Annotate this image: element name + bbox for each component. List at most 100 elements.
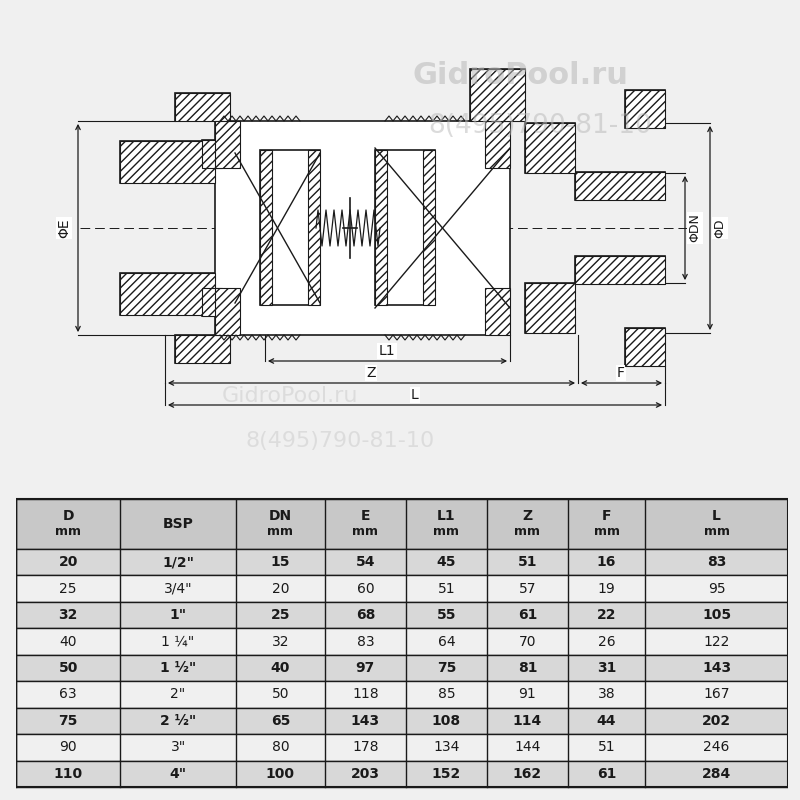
Text: 44: 44 [597, 714, 616, 728]
Text: mm: mm [267, 525, 294, 538]
Bar [575, 256, 665, 284]
Bar [470, 497, 525, 549]
Text: 25: 25 [59, 582, 77, 595]
Bar [470, 69, 525, 121]
Bar [575, 172, 665, 200]
Text: 90: 90 [59, 740, 77, 754]
Text: 80: 80 [271, 740, 290, 754]
Bar [575, 172, 665, 200]
Bar [120, 273, 215, 315]
Text: 97: 97 [356, 661, 375, 675]
Bar [423, 150, 435, 305]
Text: ΦDN: ΦDN [689, 214, 702, 242]
Text: 134: 134 [434, 740, 459, 754]
Text: 202: 202 [702, 714, 731, 728]
Text: 40: 40 [59, 634, 77, 649]
Text: 25: 25 [270, 608, 290, 622]
Text: 32: 32 [272, 634, 289, 649]
Text: 167: 167 [703, 687, 730, 702]
Text: 2": 2" [170, 687, 186, 702]
Text: 51: 51 [438, 582, 455, 595]
Text: 40: 40 [270, 661, 290, 675]
Bar [175, 335, 230, 363]
Text: E: E [361, 510, 370, 523]
Bar [16, 602, 788, 628]
Bar [470, 497, 525, 549]
Text: D: D [62, 510, 74, 523]
Bar [485, 121, 510, 168]
Text: 114: 114 [513, 714, 542, 728]
Text: 55: 55 [437, 608, 456, 622]
Text: 122: 122 [703, 634, 730, 649]
Text: L: L [712, 510, 721, 523]
Text: 75: 75 [437, 661, 456, 675]
Text: Z: Z [366, 366, 376, 380]
Text: Z: Z [522, 510, 533, 523]
Text: 3/4": 3/4" [164, 582, 193, 595]
Bar [120, 141, 215, 183]
Text: 85: 85 [438, 687, 455, 702]
Text: 4": 4" [170, 766, 186, 781]
Text: 95: 95 [708, 582, 726, 595]
Bar [260, 150, 272, 305]
Bar [308, 150, 320, 305]
Text: 38: 38 [598, 687, 615, 702]
Bar [525, 123, 575, 173]
Text: F: F [602, 510, 611, 523]
Bar [16, 708, 788, 734]
Text: 32: 32 [58, 608, 78, 622]
Text: 20: 20 [272, 582, 289, 595]
Bar [202, 140, 222, 168]
Bar [215, 121, 510, 335]
Text: 68: 68 [356, 608, 375, 622]
Text: 81: 81 [518, 661, 538, 675]
Text: 19: 19 [598, 582, 615, 595]
Text: mm: mm [594, 525, 619, 538]
Bar [215, 288, 240, 335]
Text: 1 ¼": 1 ¼" [162, 634, 194, 649]
Text: ΦE: ΦE [57, 218, 71, 238]
Text: mm: mm [703, 525, 730, 538]
Text: L: L [411, 388, 419, 402]
Bar [525, 283, 575, 333]
Bar [202, 288, 222, 316]
Text: 75: 75 [58, 714, 78, 728]
Text: 108: 108 [432, 714, 461, 728]
Text: 83: 83 [357, 634, 374, 649]
Text: 60: 60 [357, 582, 374, 595]
Bar [625, 90, 665, 128]
Text: 51: 51 [598, 740, 615, 754]
Text: 2 ½": 2 ½" [160, 714, 196, 728]
Bar [375, 150, 435, 305]
Text: 1": 1" [170, 608, 186, 622]
Text: 26: 26 [598, 634, 615, 649]
Text: 8(495)790-81-10: 8(495)790-81-10 [246, 431, 434, 451]
Text: 1 ½": 1 ½" [160, 661, 196, 675]
Text: 65: 65 [270, 714, 290, 728]
Text: 20: 20 [58, 555, 78, 569]
Bar [16, 734, 788, 761]
Text: GidroPool.ru: GidroPool.ru [222, 386, 358, 406]
Bar [260, 150, 320, 305]
Bar [202, 140, 222, 168]
Text: L1: L1 [437, 510, 456, 523]
Bar [525, 283, 575, 333]
Text: 143: 143 [350, 714, 380, 728]
Text: 50: 50 [58, 661, 78, 675]
Text: 178: 178 [352, 740, 378, 754]
Text: 144: 144 [514, 740, 541, 754]
Bar [120, 273, 215, 315]
Bar [175, 335, 230, 363]
Bar [575, 256, 665, 284]
Text: BSP: BSP [162, 517, 194, 531]
Text: 1/2": 1/2" [162, 555, 194, 569]
Bar [16, 549, 788, 575]
Bar [485, 288, 510, 335]
Text: 203: 203 [351, 766, 380, 781]
Text: 284: 284 [702, 766, 731, 781]
Bar [120, 141, 215, 183]
Text: 8(495)790-81-10: 8(495)790-81-10 [428, 113, 652, 139]
Text: 246: 246 [703, 740, 730, 754]
Text: 91: 91 [518, 687, 536, 702]
Text: 3": 3" [170, 740, 186, 754]
